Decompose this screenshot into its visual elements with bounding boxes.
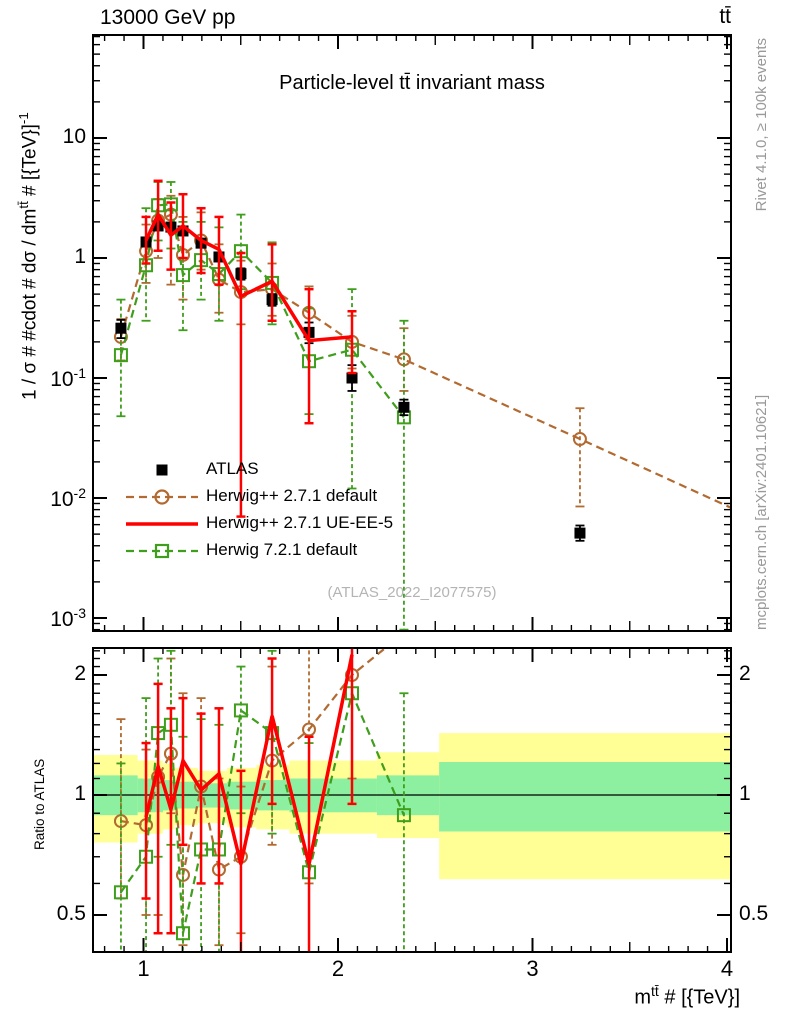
analysis-watermark: (ATLAS_2022_I2077575) [327,584,497,601]
y-ratio-tick-label-right: 1 [739,782,751,805]
y-main-tick-label: 1 [74,245,86,268]
x-axis-label: mtt̄ # [{TeV}] [634,983,740,1009]
plot-title: Particle-level tt̄ invariant mass [279,72,545,94]
y-ratio-tick-label-right: 0.5 [739,901,769,925]
legend-samples [126,464,198,559]
y-main-tick-label: 10-1 [50,365,86,391]
legend-label-herwigpp-default: Herwig++ 2.7.1 default [206,486,378,505]
rivet-version-note: Rivet 4.1.0, ≥ 100k events [753,38,770,212]
header-energy-process: 13000 GeV pp [100,6,236,29]
y-main-tick-label: 10-2 [50,485,86,511]
y-ratio-tick-label-left: 1 [74,782,86,805]
series-herwig-2-7-1-ue-ee-5 [141,179,357,518]
x-tick-label-4: 4 [720,956,734,981]
mcplots-arxiv-note: mcplots.cern.ch [arXiv:2401.10621] [753,394,770,630]
legend-label-herwigpp-ueee5: Herwig++ 2.7.1 UE-EE-5 [206,513,394,532]
ratio-panel-series [93,648,731,952]
header-process-label: tt̄ [719,5,731,28]
x-tick-label-3: 3 [526,956,539,981]
main-panel-series [113,179,731,631]
y-main-tick-label: 10 [62,125,86,148]
axes-frames [92,34,732,953]
x-tick-label-1: 1 [137,956,150,981]
y-main-tick-label: 10-3 [50,605,86,631]
x-tick-label-2: 2 [331,956,345,981]
series-herwig-2-7-1-ue-ee-5 [141,648,357,952]
ratio-band-green [439,762,731,832]
y-ratio-tick-label-right: 2 [739,662,751,685]
legend-label-atlas: ATLAS [206,459,259,478]
legend-label-herwig721: Herwig 7.2.1 default [206,540,358,559]
y-ratio-tick-label-left: 0.5 [56,901,86,925]
y-ratio-tick-label-left: 2 [74,662,86,685]
